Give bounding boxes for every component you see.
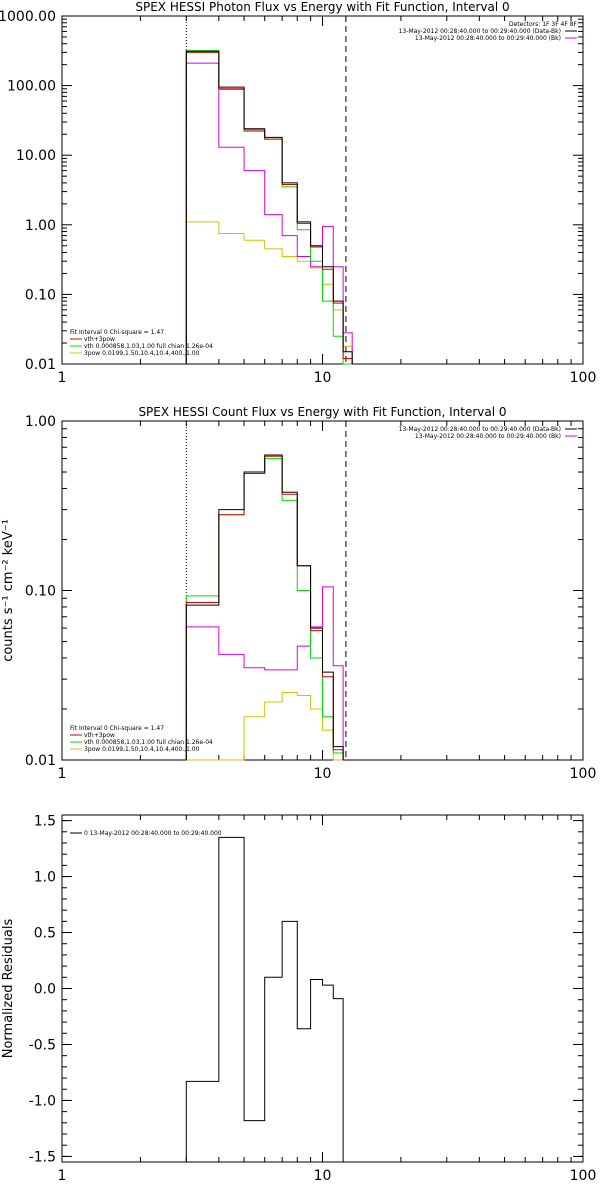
panel-2: SPEX HESSI Count Flux vs Energy with Fit… [1, 405, 596, 782]
legend-entry: 3pow 0.0199,1.50,10.4,10.4,400.,1.00 [84, 746, 200, 753]
y-tick-label: 0.10 [25, 584, 56, 600]
y-tick-label: -1.5 [29, 1149, 56, 1165]
x-tick-label: 1 [58, 370, 67, 386]
series-black-line [185, 50, 353, 364]
chart-title: SPEX HESSI Count Flux vs Energy with Fit… [138, 405, 506, 419]
y-tick-label: 0.10 [25, 287, 56, 303]
y-tick-label: -1.0 [29, 1093, 56, 1109]
legend-entry: 13-May-2012 00:28:40.000 to 00:29:40.000… [415, 433, 561, 440]
y-tick-label: 0.0 [34, 982, 56, 998]
x-tick-label: 10 [314, 766, 332, 782]
y-tick-label: 1000.00 [0, 9, 56, 25]
panel-3: Normalized Residuals 1 10 100 -1.5 -1.0 -0.5 0.… [1, 814, 596, 1184]
chart-title: SPEX HESSI Photon Flux vs Energy with Fi… [135, 0, 509, 14]
legend-entry: 3pow 0.0199,1.50,10.4,10.4,400.,1.00 [84, 350, 200, 357]
legend-entry: 0 13-May-2012 00:28:40.000 to 00:29:40.0… [84, 830, 222, 837]
y-tick-label: 1.00 [25, 414, 56, 430]
legend-fit-header: Fit Interval 0 Chi-square = 1.47 [70, 329, 164, 336]
y-axis-label: counts s⁻¹ cm⁻² keV⁻¹ [1, 519, 16, 662]
series-yellow-line [185, 221, 353, 364]
legend-entry: vth+3pow [84, 732, 115, 739]
y-tick-label: 10.00 [16, 148, 56, 164]
x-tick-label: 100 [570, 370, 597, 386]
y-tick-label: 1.00 [25, 218, 56, 234]
legend-entry: vth 0.000858,1.03,1.00 full chian 1.26e-… [84, 739, 213, 746]
x-tick-label: 10 [314, 370, 332, 386]
legend-header: Detectors: 1F 3F 4F 8F [509, 21, 578, 28]
x-tick-label: 100 [570, 766, 597, 782]
series-magenta-line [185, 586, 344, 760]
y-tick-label: -0.5 [29, 1037, 56, 1053]
series-red-line [185, 455, 344, 760]
y-tick-label: 100.00 [7, 79, 56, 95]
legend-fit-header: Fit Interval 0 Chi-square = 1.47 [70, 725, 164, 732]
legend-entry: 13-May-2012 00:28:40.000 to 00:29:40.000… [399, 426, 561, 433]
series-magenta-line [185, 62, 353, 364]
legend-entry: vth 0.000858,1.03,1.00 full chian 1.26e-… [84, 343, 213, 350]
y-tick-label: 1.0 [34, 870, 56, 886]
x-tick-label: 1 [58, 1168, 67, 1184]
plot-frame [61, 814, 584, 1163]
x-tick-label: 100 [570, 1168, 597, 1184]
y-tick-label: 0.01 [25, 357, 56, 373]
y-tick-label: 1.5 [34, 814, 56, 830]
y-tick-label: 0.01 [25, 753, 56, 769]
x-tick-label: 1 [58, 766, 67, 782]
x-tick-label: 10 [314, 1168, 332, 1184]
series-green-line [185, 49, 353, 365]
y-axis-label: Normalized Residuals [1, 919, 16, 1059]
panel-1: SPEX HESSI Photon Flux vs Energy with Fi… [0, 0, 596, 386]
legend-entry: 13-May-2012 00:28:40.000 to 00:29:40.000… [415, 35, 561, 42]
legend-entry: vth+3pow [84, 336, 115, 343]
y-tick-label: 0.5 [34, 926, 56, 942]
series-red-line [185, 51, 353, 364]
series-yellow-line [186, 692, 344, 761]
series-black-line [185, 836, 344, 1162]
series-black-line [185, 454, 344, 760]
legend-entry: 13-May-2012 00:28:40.000 to 00:29:40.000… [399, 28, 561, 35]
plot-frame [61, 15, 584, 365]
